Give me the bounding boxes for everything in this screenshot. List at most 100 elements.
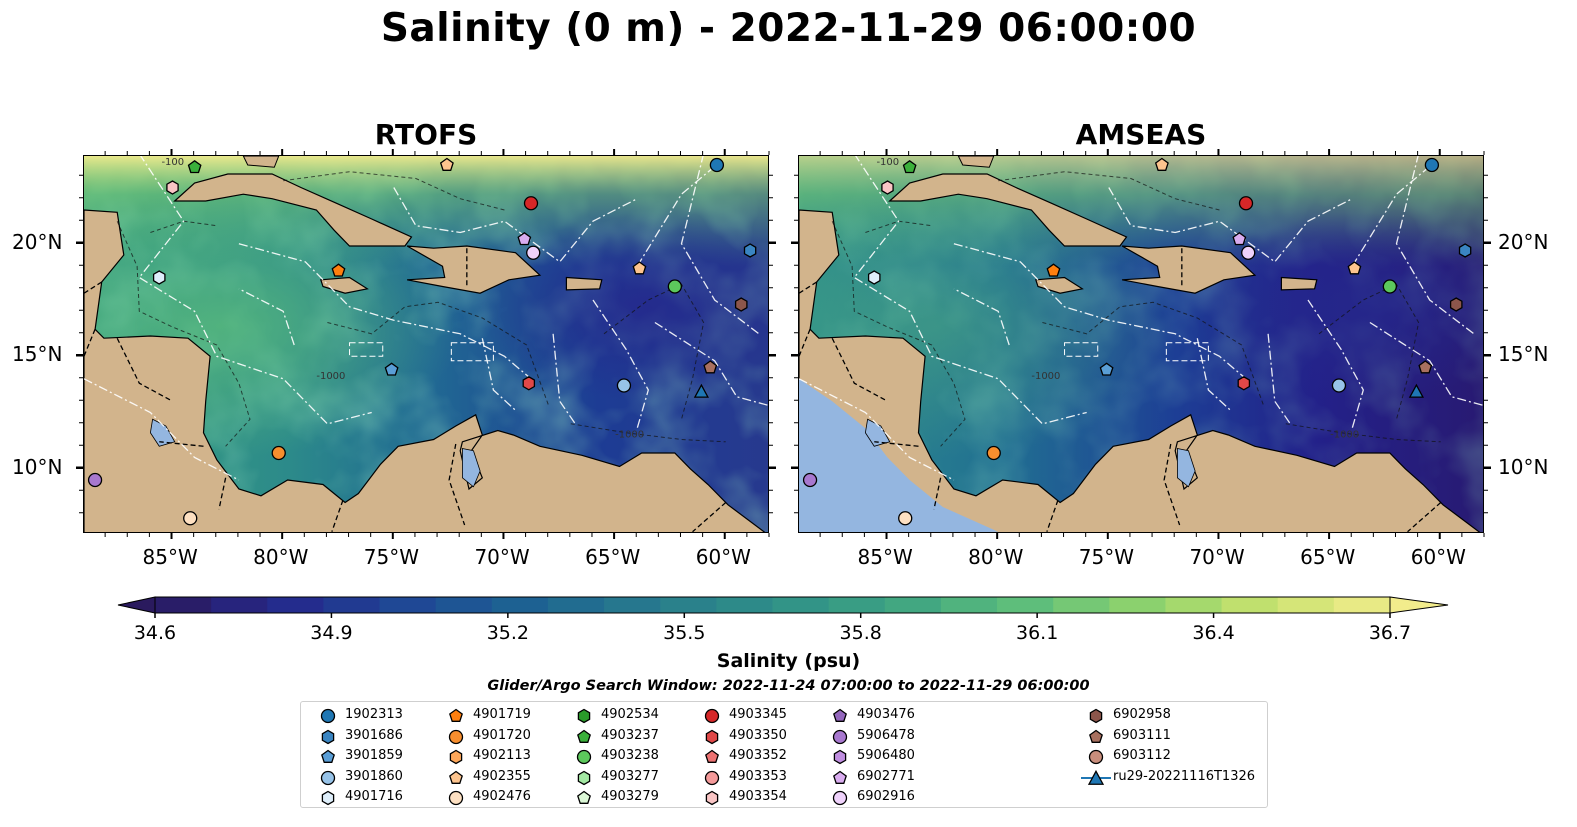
- triangle-marker-icon: [1081, 769, 1111, 785]
- longitude-tick-label: 85°W: [857, 545, 913, 569]
- circle-marker-icon: [320, 708, 336, 724]
- rtofs-marker-4901719: [331, 263, 346, 277]
- legend-item-label: 4903277: [601, 768, 659, 784]
- rtofs-map-canvas: -100 -1000 -1000: [84, 156, 768, 532]
- legend-item-label: 4903476: [857, 707, 915, 722]
- pentagon-marker-icon: [705, 749, 719, 763]
- pentagon-marker-icon: [833, 770, 847, 784]
- pentagon-marker-icon: [449, 708, 463, 722]
- rtofs-marker-ru29-20221116T1326: [693, 383, 709, 398]
- rtofs-marker-3901859: [384, 362, 399, 376]
- rtofs-marker-4903354: [166, 180, 179, 195]
- amseas-marker-4903237: [902, 160, 917, 174]
- legend-item-label: 1902313: [345, 707, 403, 722]
- circle-marker-icon: [448, 729, 464, 744]
- longitude-tick-label: 85°W: [142, 545, 198, 569]
- colorbar-tick-label: 34.6: [133, 622, 177, 644]
- legend-item-label: 4903352: [729, 748, 787, 763]
- amseas-marker-3901860: [1331, 378, 1347, 393]
- hexagon-marker-icon: [321, 790, 335, 806]
- legend-item-label: 4901720: [473, 727, 531, 743]
- amseas-salinity-map: -100 -1000 -1000: [798, 155, 1484, 533]
- circle-marker-icon: [832, 790, 848, 806]
- longitude-tick-label: 75°W: [363, 545, 420, 569]
- rtofs-marker-3901860: [616, 378, 632, 393]
- legend-item-label: 4902113: [473, 748, 531, 763]
- legend-item-label: 6902771: [857, 768, 915, 784]
- amseas-marker-6902916: [1241, 245, 1256, 260]
- colorbar-tick-label: 35.2: [486, 622, 529, 644]
- amseas-marker-4902476: [898, 511, 913, 526]
- longitude-tick-label: 60°W: [1410, 545, 1466, 569]
- svg-text:-100: -100: [876, 157, 899, 168]
- legend-item-label: 4901716: [345, 789, 403, 804]
- rtofs-marker-4903350: [522, 376, 536, 391]
- amseas-marker-4903238: [1382, 279, 1397, 294]
- amseas-marker-4902113: [1347, 261, 1362, 275]
- circle-marker-icon: [704, 770, 720, 785]
- figure-title: Salinity (0 m) - 2022-11-29 06:00:00: [380, 6, 1197, 51]
- legend-item-label: 4903353: [729, 768, 787, 784]
- svg-text:-1000: -1000: [1330, 429, 1359, 440]
- amseas-marker-6902958: [1449, 297, 1463, 312]
- legend-item-label: 4903238: [601, 748, 659, 763]
- latitude-tick-label-right: 15°N: [1498, 342, 1549, 367]
- circle-marker-icon: [1088, 749, 1104, 765]
- panel-title-rtofs: RTOFS: [374, 118, 478, 151]
- legend-item-label: 4902534: [601, 707, 659, 722]
- amseas-marker-ru29-20221116T1326: [1408, 383, 1424, 398]
- amseas-marker-1902313: [1424, 157, 1440, 173]
- amseas-marker-6902771: [1232, 232, 1247, 246]
- legend-item-label: 4903354: [729, 789, 787, 804]
- colorbar-tick-label: 36.1: [1015, 622, 1059, 644]
- amseas-marker-3901686: [1458, 243, 1472, 258]
- rtofs-marker-4903237: [187, 160, 202, 174]
- legend-item-label: 6902958: [1113, 707, 1171, 722]
- legend-item-label: 3901859: [345, 748, 403, 763]
- salinity-colorbar: [117, 596, 1449, 618]
- pentagon-marker-icon: [449, 770, 463, 784]
- rtofs-marker-4901716: [152, 270, 166, 285]
- hexagon-marker-icon: [705, 729, 719, 744]
- legend-item-label: 4901719: [473, 707, 531, 722]
- longitude-tick-label: 65°W: [1300, 545, 1356, 569]
- legend-item-label: 6903111: [1113, 727, 1171, 743]
- hexagon-marker-icon: [321, 729, 335, 744]
- legend-item-label: 4903237: [601, 727, 659, 743]
- hexagon-marker-icon: [705, 790, 719, 806]
- longitude-tick-label: 80°W: [253, 545, 309, 569]
- circle-marker-icon: [448, 790, 464, 806]
- pentagon-marker-icon: [577, 729, 591, 743]
- legend-item-label: 4902476: [473, 789, 531, 804]
- map-axes: [76, 149, 1491, 539]
- search-window-text: Glider/Argo Search Window: 2022-11-24 07…: [487, 678, 1090, 694]
- hexagon-marker-icon: [449, 749, 463, 765]
- longitude-tick-label: 70°W: [1189, 545, 1245, 569]
- amseas-marker-4903354: [881, 180, 894, 195]
- latitude-tick-label-left: 10°N: [12, 454, 63, 479]
- amseas-marker-4902355: [1154, 157, 1169, 171]
- legend-item-label: 4903345: [729, 707, 787, 722]
- svg-text:-100: -100: [161, 157, 184, 168]
- rtofs-marker-1902313: [709, 157, 725, 173]
- amseas-marker-3901859: [1099, 362, 1114, 376]
- legend-item-label: ru29-20221116T1326: [1113, 768, 1256, 784]
- float-legend: 1902313 3901686 3901859 3901860 4901716 49017…: [300, 701, 1268, 808]
- rtofs-marker-6902916: [526, 245, 541, 260]
- amseas-map-canvas: -100 -1000 -1000: [799, 156, 1483, 532]
- hexagon-marker-icon: [1089, 708, 1103, 724]
- colorbar-tick-label: 36.7: [1368, 622, 1412, 644]
- legend-item-label: 4902355: [473, 768, 531, 784]
- latitude-tick-label-left: 15°N: [12, 342, 63, 367]
- amseas-marker-4901720: [986, 445, 1001, 461]
- latitude-tick-label-right: 10°N: [1498, 454, 1549, 479]
- rtofs-marker-4902355: [439, 157, 454, 171]
- circle-marker-icon: [320, 770, 336, 785]
- rtofs-marker-6902771: [517, 232, 532, 246]
- rtofs-marker-3901686: [743, 243, 757, 258]
- pentagon-marker-icon: [833, 708, 847, 722]
- colorbar-tick-label: 34.9: [310, 622, 353, 644]
- legend-item-label: 6902916: [857, 789, 915, 804]
- pentagon-marker-icon: [1089, 729, 1103, 743]
- hexagon-marker-icon: [577, 708, 591, 724]
